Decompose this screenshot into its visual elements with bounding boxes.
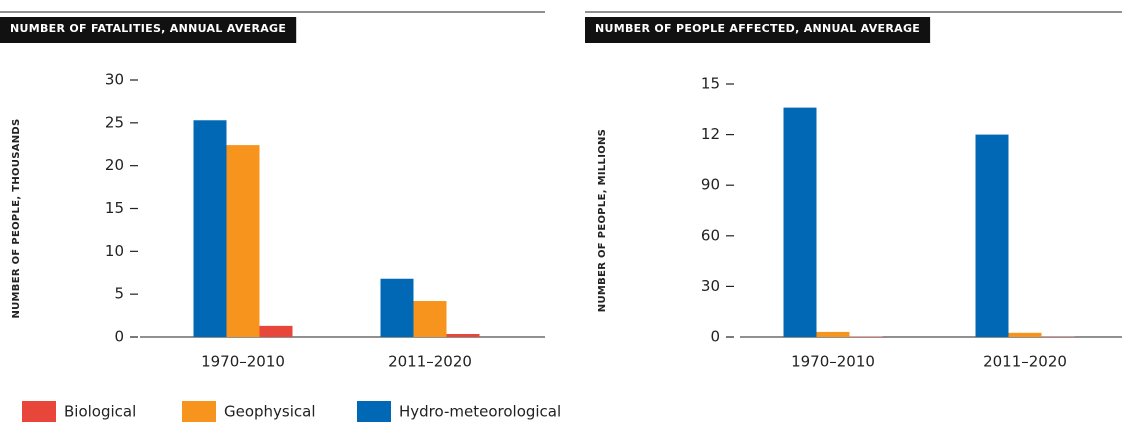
legend-swatch — [357, 401, 391, 422]
bar — [976, 135, 1009, 337]
y-tick-label: 15 — [701, 75, 720, 93]
y-tick-label: 20 — [105, 156, 124, 174]
x-tick-label: 1970–2010 — [791, 353, 875, 371]
y-tick-label: 10 — [105, 242, 124, 260]
bar — [260, 326, 293, 337]
legend-label: Geophysical — [224, 403, 316, 421]
y-tick-label: 25 — [105, 113, 124, 131]
y-tick-label: 30 — [105, 71, 124, 89]
legend-swatch — [182, 401, 216, 422]
legend-label: Biological — [64, 403, 136, 421]
y-tick-label: 12 — [701, 125, 720, 143]
y-tick-label: 30 — [701, 277, 720, 295]
legend-swatch — [22, 401, 56, 422]
legend-label: Hydro-meteorological — [399, 403, 561, 421]
bar — [381, 279, 414, 337]
y-tick-label: 15 — [105, 199, 124, 217]
chart-title: NUMBER OF FATALITIES, ANNUAL AVERAGE — [10, 22, 286, 35]
y-tick-label: 0 — [114, 328, 124, 346]
y-tick-label: 5 — [114, 285, 124, 303]
y-axis-label: NUMBER OF PEOPLE, MILLIONS — [597, 129, 608, 312]
y-tick-label: 60 — [701, 226, 720, 244]
bar — [850, 336, 883, 337]
bar — [194, 120, 227, 337]
y-tick-label: 0 — [710, 328, 720, 346]
y-tick-label: 90 — [701, 176, 720, 194]
bar — [447, 334, 480, 337]
x-tick-label: 2011–2020 — [983, 353, 1067, 371]
chart-title: NUMBER OF PEOPLE AFFECTED, ANNUAL AVERAG… — [595, 22, 920, 35]
bar — [227, 145, 260, 337]
bar — [784, 108, 817, 337]
bar — [817, 332, 850, 337]
x-tick-label: 1970–2010 — [201, 353, 285, 371]
x-tick-label: 2011–2020 — [388, 353, 472, 371]
y-axis-label: NUMBER OF PEOPLE, THOUSANDS — [11, 118, 22, 318]
bar — [414, 301, 447, 337]
bar — [1009, 333, 1042, 337]
